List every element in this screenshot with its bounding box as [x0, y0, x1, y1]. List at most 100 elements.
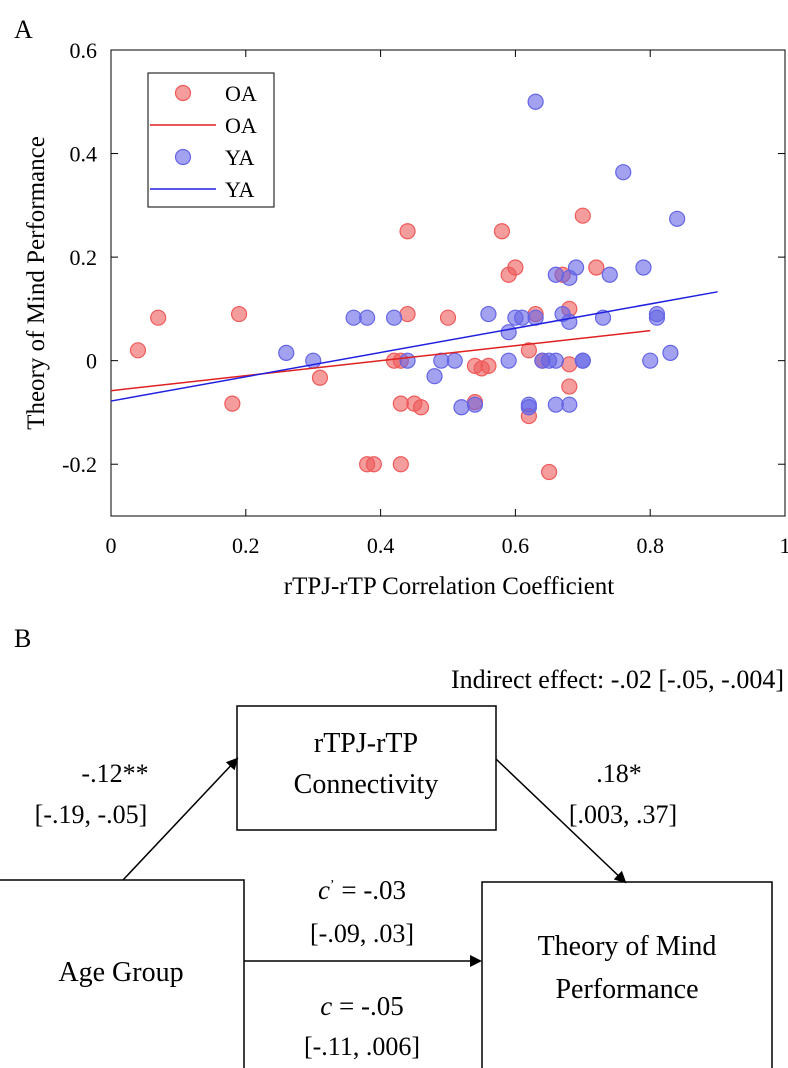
- scatter-plot: -0.2 0 0.2 0.4 0.6 0 0.2 0.4 0.6 0.8 1 Theory of …: [23, 38, 788, 600]
- y-tick-label: 0.6: [70, 38, 98, 63]
- path-c-symbol: c: [320, 991, 332, 1021]
- data-point-ya: [359, 309, 376, 326]
- data-point-ya: [520, 399, 537, 416]
- path-a-ci: [-.19, -.05]: [35, 800, 148, 829]
- data-point-ya: [453, 399, 470, 416]
- x-axis-label: rTPJ-rTP Correlation Coefficient: [284, 573, 615, 600]
- x-tick-label: 0.2: [232, 533, 260, 558]
- legend-label: OA: [225, 113, 257, 138]
- data-point-ya: [466, 396, 484, 413]
- mediator-line1: rTPJ-rTP: [314, 728, 418, 759]
- data-point-oa: [399, 223, 416, 240]
- data-point-oa: [392, 395, 409, 412]
- data-point-oa: [540, 463, 558, 481]
- data-point-ya: [601, 266, 618, 283]
- legend: OA OA YA YA: [147, 72, 275, 208]
- data-point-ya: [278, 344, 295, 361]
- data-point-oa: [392, 456, 409, 473]
- data-point-ya: [480, 305, 497, 323]
- data-point-oa: [561, 356, 578, 373]
- data-point-oa: [561, 378, 578, 395]
- legend-label: YA: [225, 177, 254, 202]
- data-point-ya: [500, 324, 517, 341]
- data-point-ya: [561, 396, 578, 413]
- path-c-prime-value: = -.03: [335, 875, 406, 905]
- legend-marker-oa: [174, 84, 192, 102]
- x-tick-label: 0: [106, 533, 117, 558]
- legend-box: [147, 72, 275, 208]
- y-tick-label: 0.4: [70, 142, 98, 167]
- x-axis: 0 0.2 0.4 0.6 0.8 1: [106, 50, 788, 558]
- series-ya-points: [278, 93, 686, 416]
- x-tick-label: 0.6: [502, 533, 530, 558]
- data-point-oa: [493, 223, 511, 240]
- fit-lines: [110, 291, 718, 402]
- indirect-effect-label: Indirect effect: -.02 [-.05, -.004]: [451, 665, 784, 694]
- data-point-oa: [439, 309, 457, 326]
- mediator-line2: Connectivity: [294, 769, 439, 800]
- data-point-ya: [642, 352, 659, 369]
- predictor-box: [0, 879, 245, 1068]
- data-point-oa: [520, 342, 537, 359]
- data-point-oa: [129, 342, 147, 359]
- path-b-coef: .18*: [596, 759, 642, 788]
- path-c-ci: [-.11, .006]: [304, 1032, 420, 1061]
- path-c-prime-mark: ’: [330, 878, 335, 893]
- data-point-ya: [385, 309, 403, 326]
- data-point-ya: [648, 305, 666, 323]
- y-tick-label: 0: [86, 349, 97, 374]
- plot-frame: [110, 49, 786, 517]
- data-point-oa: [480, 357, 497, 374]
- data-point-ya: [615, 164, 632, 181]
- panel-b: B Indirect effect: -.02 [-.05, -.004] rT…: [0, 624, 784, 1068]
- legend-label: OA: [225, 81, 257, 106]
- panel-a-letter: A: [14, 15, 33, 44]
- data-point-oa: [574, 207, 591, 224]
- predictor-label: Age Group: [58, 957, 183, 988]
- path-b-ci: [.003, .37]: [569, 800, 677, 829]
- data-point-ya: [446, 352, 463, 369]
- outcome-box: [481, 881, 773, 1068]
- panel-a: A -0.2 0 0.2 0.4 0.6 0 0.2 0.4 0.6 0.8 1 Theory o…: [14, 15, 788, 600]
- data-point-ya: [561, 313, 578, 330]
- data-point-oa: [507, 259, 524, 276]
- data-point-oa: [412, 399, 430, 416]
- y-tick-label: -0.2: [62, 452, 97, 477]
- data-point-ya: [635, 259, 652, 276]
- fit-line-ya: [110, 291, 718, 402]
- path-a-arrow: [122, 757, 239, 881]
- data-point-ya: [594, 309, 612, 326]
- legend-label: YA: [225, 145, 254, 170]
- outcome-line1: Theory of Mind: [538, 931, 717, 962]
- path-c-prime-label: c’ = -.03: [318, 875, 406, 905]
- data-point-oa: [365, 456, 382, 473]
- data-point-ya: [514, 309, 531, 326]
- data-point-oa: [150, 309, 167, 326]
- mediator-box: [236, 705, 497, 831]
- data-point-ya: [527, 93, 544, 110]
- data-point-ya: [567, 259, 585, 276]
- data-point-ya: [500, 352, 517, 369]
- data-point-ya: [662, 344, 679, 361]
- fit-line-oa: [110, 329, 651, 392]
- data-point-oa: [588, 259, 605, 276]
- path-b-arrow: [495, 758, 627, 884]
- legend-marker-ya: [174, 148, 192, 166]
- path-c-prime-symbol: c: [318, 875, 330, 905]
- path-a-coef: -.12**: [81, 759, 148, 788]
- data-point-ya: [574, 352, 591, 369]
- data-point-ya: [433, 352, 450, 369]
- data-point-ya: [669, 210, 686, 227]
- data-point-oa: [311, 369, 329, 386]
- outcome-line2: Performance: [555, 974, 698, 1005]
- data-point-oa: [224, 395, 241, 412]
- y-axis: -0.2 0 0.2 0.4 0.6: [62, 38, 785, 477]
- data-point-ya: [399, 352, 416, 369]
- y-tick-label: 0.2: [70, 245, 98, 270]
- data-point-ya: [547, 266, 564, 283]
- x-tick-label: 0.8: [636, 533, 664, 558]
- data-point-ya: [547, 352, 564, 369]
- panel-b-letter: B: [14, 624, 31, 653]
- data-point-ya: [426, 368, 443, 385]
